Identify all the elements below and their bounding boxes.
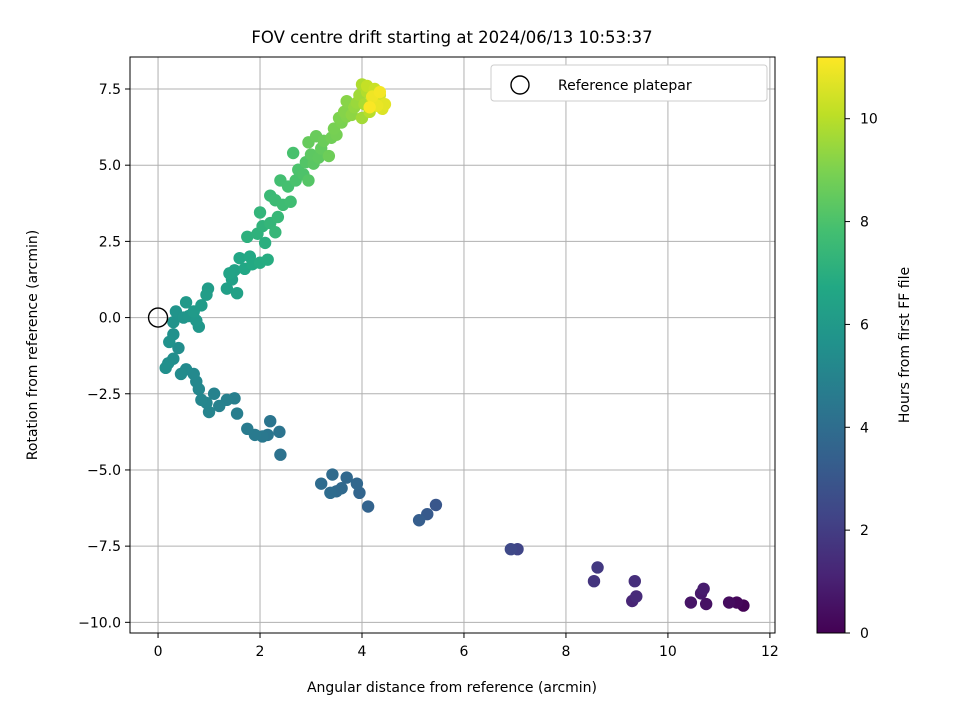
x-tick-label: 0 [154, 644, 163, 660]
data-point [699, 597, 713, 611]
colorbar-tick-label: 10 [860, 112, 878, 128]
data-point [429, 498, 443, 512]
data-point [163, 335, 176, 349]
data-point [241, 230, 254, 244]
colorbar-tick-label: 6 [860, 317, 869, 333]
legend-marker-icon [510, 75, 530, 95]
data-point [241, 422, 254, 436]
data-point [361, 500, 375, 513]
y-axis-label: Rotation from reference (arcmin) [25, 230, 41, 460]
data-point [630, 590, 643, 603]
x-tick-label: 12 [761, 644, 779, 660]
y-tick-label: 0.0 [99, 311, 121, 327]
colorbar-tick-label: 0 [860, 626, 869, 642]
data-point [179, 296, 193, 309]
data-point [174, 367, 188, 381]
x-tick-label: 2 [256, 644, 265, 660]
x-axis-label: Angular distance from reference (arcmin) [307, 680, 597, 696]
x-axis-ticks: 0 2 4 6 8 10 12 [154, 633, 779, 660]
data-point [324, 486, 337, 500]
data-point [350, 477, 364, 490]
data-point [340, 471, 353, 484]
data-point [587, 574, 601, 588]
data-point [722, 596, 736, 609]
legend: Reference platepar [490, 64, 768, 102]
y-tick-label: −7.5 [87, 539, 121, 555]
data-point [322, 149, 336, 163]
data-point [261, 253, 274, 266]
reference-point [147, 307, 169, 328]
y-tick-label: 5.0 [99, 158, 121, 174]
data-point [697, 582, 710, 596]
data-point [167, 315, 180, 329]
data-point [207, 387, 221, 400]
data-point [230, 286, 244, 300]
data-point [412, 514, 426, 527]
colorbar-gradient [816, 56, 846, 634]
colorbar: 0 2 4 6 8 10 Hours from first FF file [816, 56, 913, 642]
colorbar-tick-label: 8 [860, 215, 869, 231]
data-point [363, 101, 376, 114]
data-point [591, 561, 604, 574]
plot-frame [129, 56, 776, 634]
x-tick-label: 8 [561, 644, 570, 660]
data-point [271, 210, 285, 224]
data-point [200, 288, 213, 301]
colorbar-ticks: 0 2 4 6 8 10 [845, 112, 878, 642]
data-point [273, 425, 286, 439]
scatter-points [159, 78, 750, 612]
y-tick-label: −10.0 [78, 615, 121, 631]
y-tick-label: 2.5 [99, 234, 121, 250]
data-point [504, 542, 518, 556]
data-point [269, 226, 282, 239]
data-point [220, 282, 234, 295]
data-point [286, 146, 300, 160]
data-point [628, 574, 641, 588]
data-point [195, 393, 208, 407]
data-point [684, 596, 698, 609]
legend-box [490, 64, 768, 102]
y-tick-label: −5.0 [87, 463, 121, 479]
data-point [230, 407, 244, 420]
data-point [264, 414, 277, 428]
x-tick-label: 10 [659, 644, 677, 660]
data-point [195, 299, 208, 312]
data-point [315, 477, 328, 490]
x-tick-label: 6 [460, 644, 469, 660]
y-axis-ticks: −10.0 −7.5 −5.0 −2.5 0.0 2.5 5.0 7.5 [78, 82, 130, 631]
data-point [274, 448, 287, 461]
x-tick-label: 4 [358, 644, 367, 660]
data-point [233, 251, 246, 265]
data-point [213, 399, 226, 413]
data-point [302, 174, 315, 187]
y-tick-label: −2.5 [87, 387, 121, 403]
reference-marker [147, 307, 169, 328]
data-point [172, 341, 185, 355]
data-point [159, 361, 172, 375]
data-point [326, 468, 339, 481]
data-point [253, 206, 267, 219]
colorbar-tick-label: 2 [860, 523, 869, 539]
data-point [223, 267, 236, 280]
legend-entry-reference: Reference platepar [558, 78, 692, 94]
chart-title: FOV centre drift starting at 2024/06/13 … [251, 28, 652, 47]
colorbar-label: Hours from first FF file [897, 267, 913, 423]
data-point [284, 195, 297, 208]
data-point [373, 85, 387, 99]
colorbar-tick-label: 4 [860, 420, 869, 436]
y-tick-label: 7.5 [99, 82, 121, 98]
grid [130, 57, 775, 633]
data-point [258, 236, 272, 250]
